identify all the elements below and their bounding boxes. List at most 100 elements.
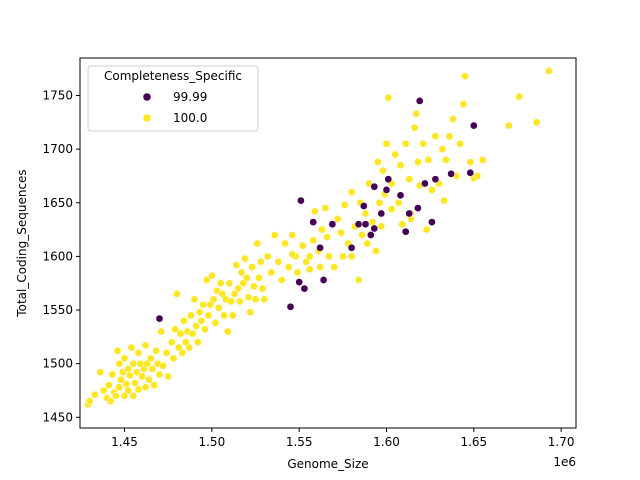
scatter-point: [145, 375, 153, 384]
y-axis-title: Total_Coding_Sequences: [15, 169, 29, 317]
scatter-point: [274, 257, 283, 266]
scatter-point: [415, 97, 424, 105]
scatter-point: [428, 218, 436, 226]
legend: Completeness_Specific 99.99 100.0: [87, 65, 259, 132]
scatter-point: [204, 311, 213, 320]
scatter-point: [300, 284, 309, 293]
scatter-point: [440, 196, 448, 205]
scatter-point: [318, 225, 326, 234]
x-axis-title: Genome_Size: [287, 457, 368, 471]
scatter-point: [347, 243, 356, 252]
scatter-point: [428, 186, 436, 194]
scatter-point: [337, 228, 345, 237]
y-axis: 1450 1500 1550 1600 1650 1700 1750: [42, 89, 80, 424]
scatter-point: [244, 293, 253, 302]
scatter-point: [125, 371, 134, 380]
scatter-point: [384, 93, 393, 102]
scatter-point: [228, 311, 237, 320]
y-tick-label: 1550: [42, 303, 73, 317]
scatter-point: [295, 278, 304, 286]
scatter-point: [466, 168, 475, 177]
scatter-point: [438, 145, 447, 154]
scatter-point: [375, 198, 384, 207]
scatter-point: [330, 263, 338, 271]
scatter-point: [159, 361, 167, 370]
scatter-point: [478, 156, 487, 164]
scatter-point: [414, 158, 422, 166]
scatter-point: [288, 231, 297, 239]
scatter-point: [405, 209, 414, 218]
scatter-point: [298, 241, 307, 250]
scatter-point: [201, 325, 209, 334]
scatter-point: [366, 231, 375, 239]
scatter-point: [309, 218, 318, 226]
scatter-point: [180, 316, 188, 325]
scatter-point: [373, 158, 382, 166]
scatter-point: [178, 349, 187, 357]
scatter-point: [325, 252, 333, 261]
scatter-point: [309, 236, 318, 245]
scatter-point: [111, 391, 120, 400]
scatter-point: [286, 302, 295, 311]
scatter-point: [469, 121, 478, 130]
scatter-point: [249, 282, 258, 291]
scatter-point: [129, 359, 138, 368]
scatter-point: [311, 207, 319, 216]
scatter-point: [447, 169, 455, 178]
scatter-point: [401, 227, 410, 236]
scatter-point: [235, 297, 244, 306]
scatter-point: [370, 182, 379, 191]
legend-marker-100-0: [142, 113, 152, 123]
scatter-point: [162, 349, 171, 357]
scatter-point: [293, 268, 302, 277]
x-tick-label: 1.50: [198, 435, 225, 449]
scatter-point: [431, 175, 440, 184]
scatter-point: [422, 225, 431, 234]
scatter-point: [237, 268, 246, 277]
scatter-point: [124, 386, 132, 395]
series-99-99: [155, 97, 478, 323]
scatter-point: [146, 354, 155, 363]
scatter-point: [192, 322, 200, 330]
x-axis: 1.45 1.50 1.55 1.60 1.65 1.70: [111, 428, 575, 449]
scatter-point: [387, 205, 396, 214]
legend-label-99-99: 99.99: [173, 90, 207, 104]
scatter-point: [473, 172, 482, 180]
scatter-point: [113, 346, 122, 355]
scatter-point: [220, 311, 228, 320]
scatter-point: [194, 338, 202, 347]
scatter-point: [270, 231, 279, 239]
scatter-point: [401, 139, 410, 148]
scatter-point: [120, 391, 129, 400]
scatter-point: [120, 354, 129, 363]
scatter-point: [152, 346, 160, 355]
scatter-point: [241, 254, 249, 263]
scatter-point: [232, 261, 241, 269]
scatter-point: [258, 284, 267, 293]
scatter-point: [398, 220, 407, 229]
scatter-point: [106, 397, 115, 406]
scatter-point: [267, 268, 276, 277]
scatter-point: [242, 274, 251, 282]
scatter-point: [216, 279, 225, 288]
scatter-point: [340, 201, 349, 209]
scatter-point: [96, 368, 104, 377]
legend-title: Completeness_Specific: [104, 69, 242, 83]
scatter-point: [461, 72, 469, 81]
scatter-point: [138, 372, 146, 381]
scatter-point: [405, 175, 414, 184]
scatter-point: [157, 327, 166, 336]
scatter-point: [129, 391, 138, 400]
scatter-point: [316, 243, 324, 252]
x-tick-label: 1.65: [460, 435, 487, 449]
scatter-point: [412, 109, 421, 118]
scatter-point: [281, 239, 290, 248]
scatter-point: [319, 276, 328, 284]
scatter-point: [361, 209, 370, 218]
scatter-point: [134, 385, 143, 394]
scatter-point: [396, 191, 405, 200]
scatter-point: [361, 220, 370, 229]
scatter-point: [421, 179, 429, 188]
scatter-point: [260, 295, 269, 304]
